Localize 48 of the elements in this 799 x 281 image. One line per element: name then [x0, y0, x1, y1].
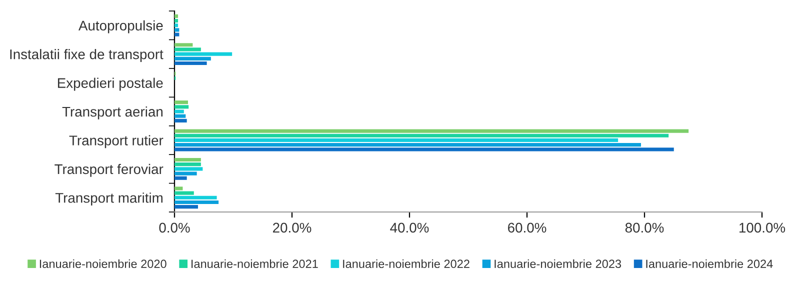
bar	[174, 105, 189, 109]
x-tick-label: 60.0%	[508, 222, 546, 233]
bar	[174, 186, 183, 190]
bar	[174, 143, 641, 147]
x-tick-label: 100.0%	[740, 222, 786, 233]
y-tick-label: Transport maritim	[55, 192, 162, 206]
y-tick-label: Expedieri postale	[58, 78, 163, 91]
bar	[174, 61, 207, 66]
bar	[174, 18, 178, 23]
bar	[174, 118, 187, 122]
bar	[174, 200, 219, 204]
bar	[174, 24, 178, 28]
legend-label: Ianuarie-noiembrie 2023	[494, 259, 622, 268]
bar	[174, 134, 669, 138]
y-tick-label: Transport rutier	[69, 135, 164, 148]
bar	[174, 162, 201, 166]
bar	[174, 43, 193, 47]
bar	[174, 129, 689, 133]
bar	[174, 14, 178, 18]
x-tick-label: 80.0%	[625, 222, 664, 233]
bar	[174, 167, 203, 171]
bar	[174, 32, 180, 36]
bar	[174, 158, 201, 162]
bar	[174, 100, 188, 104]
bar	[174, 114, 186, 118]
bar	[174, 205, 198, 209]
y-tick-label: Autopropulsie	[78, 20, 163, 34]
bar	[174, 138, 618, 142]
legend-label: Ianuarie-noiembrie 2020	[40, 259, 166, 268]
x-tick-label: 40.0%	[390, 222, 429, 233]
legend-label: Ianuarie-noiembrie 2022	[343, 259, 470, 268]
y-tick-label: Transport aerian	[62, 106, 162, 120]
bar	[174, 148, 674, 152]
bar	[174, 110, 184, 114]
x-tick-label: 0.0%	[159, 222, 190, 233]
bar	[174, 52, 232, 56]
y-tick-label: Instalatii fixe de transport	[10, 49, 164, 62]
y-tick-label: Transport feroviar	[54, 164, 164, 177]
x-tick-label: 20.0%	[273, 222, 312, 233]
bar	[174, 191, 194, 195]
bar	[174, 28, 180, 32]
bar	[174, 196, 217, 200]
legend-label: Ianuarie-noiembrie 2021	[192, 259, 318, 268]
legend-label: Ianuarie-noiembrie 2024	[646, 259, 773, 268]
bar	[174, 172, 197, 176]
bar	[174, 48, 201, 52]
bar	[174, 56, 211, 60]
bar	[174, 176, 187, 180]
